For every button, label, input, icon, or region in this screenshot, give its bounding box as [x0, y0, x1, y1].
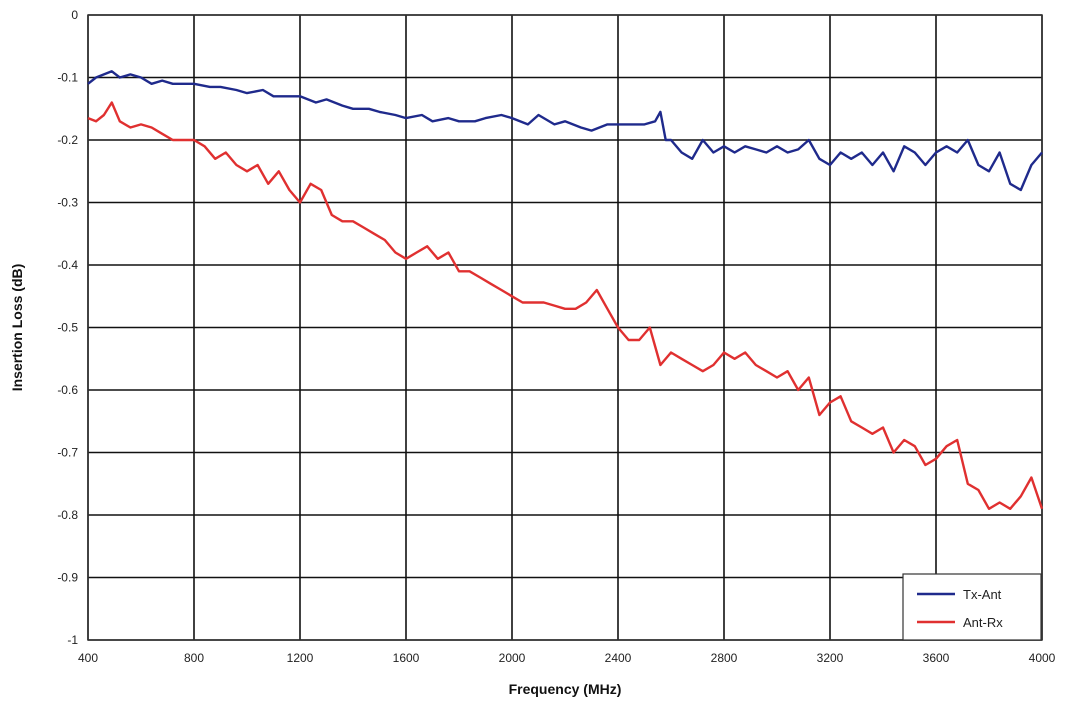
grid — [87, 14, 1043, 641]
x-axis-title: Frequency (MHz) — [509, 681, 622, 697]
x-tick-label: 2400 — [605, 651, 632, 665]
legend-box — [902, 573, 1042, 641]
x-tick-label: 4000 — [1029, 651, 1056, 665]
plot-area-border — [87, 14, 1043, 641]
legend-label-tx-ant: Tx-Ant — [963, 587, 1002, 602]
y-tick-label: -1 — [67, 633, 78, 647]
series-lines — [87, 70, 1044, 510]
x-tick-label: 1600 — [393, 651, 420, 665]
y-tick-label: -0.4 — [57, 258, 78, 272]
y-tick-label: -0.9 — [57, 571, 78, 585]
y-tick-label: -0.6 — [57, 383, 78, 397]
x-axis-tick-labels: 400 800 1200 1600 2000 2400 2800 3200 3600 4000 — [78, 651, 1056, 665]
x-tick-label: 3600 — [923, 651, 950, 665]
y-tick-label: -0.3 — [57, 196, 78, 210]
series-line-ant-rx — [87, 101, 1044, 510]
y-axis-title: Insertion Loss (dB) — [9, 264, 25, 392]
y-axis-tick-labels: 0 -0.1 -0.2 -0.3 -0.4 -0.5 -0.6 -0.7 -0.8 -0.9 -1 — [57, 8, 78, 647]
x-tick-label: 800 — [184, 651, 204, 665]
x-tick-label: 3200 — [817, 651, 844, 665]
x-tick-label: 400 — [78, 651, 98, 665]
legend-label-ant-rx: Ant-Rx — [963, 615, 1003, 630]
x-tick-label: 1200 — [287, 651, 314, 665]
series-line-tx-ant — [87, 70, 1043, 192]
y-tick-label: -0.7 — [57, 446, 78, 460]
legend: Tx-Ant Ant-Rx — [902, 573, 1042, 641]
y-tick-label: -0.8 — [57, 508, 78, 522]
y-tick-label: -0.1 — [57, 71, 78, 85]
x-tick-label: 2000 — [499, 651, 526, 665]
y-tick-label: -0.5 — [57, 321, 78, 335]
y-tick-label: 0 — [71, 8, 78, 22]
y-tick-label: -0.2 — [57, 133, 78, 147]
x-tick-label: 2800 — [711, 651, 738, 665]
